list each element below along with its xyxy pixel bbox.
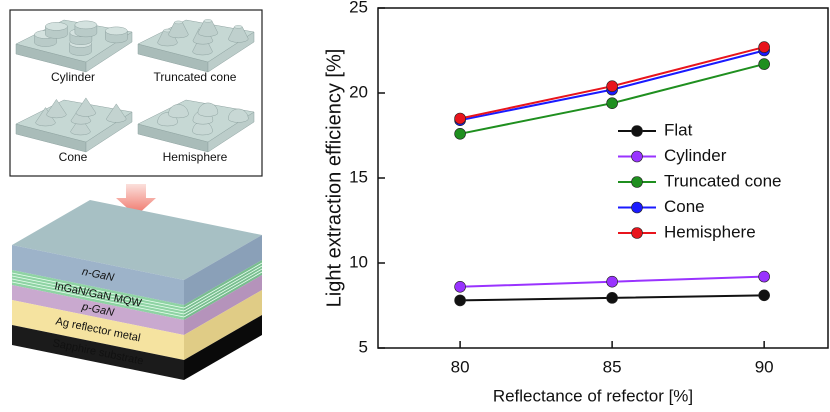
panel-label: Cone [59,150,88,164]
chart: 5 10 15 20 25 80 85 90 Reflectance of refector [… [323,0,828,405]
legend-marker [632,202,643,213]
legend-label: Truncated cone [664,171,782,190]
data-point [455,281,466,292]
cylinder-top [45,22,67,30]
x-tick-label: 85 [603,357,622,376]
data-point [759,271,770,282]
cylinder-top [105,27,127,35]
data-point [607,98,618,109]
data-point [759,59,770,70]
cylinder-top [75,21,97,29]
figure: Cylinder Truncated cone Cone Hemisphere n-G… [0,0,830,412]
panel-label: Truncated cone [154,70,237,84]
truncated-top [174,21,182,24]
data-point [759,42,770,53]
truncated-top [234,25,242,28]
y-tick-label: 25 [349,0,368,16]
x-axis-title: Reflectance of refector [%] [493,386,693,405]
data-point [607,276,618,287]
legend-marker [632,126,643,137]
x-tick-label: 90 [755,357,774,376]
y-axis-title: Light extraction efficiency [%] [323,49,345,308]
y-tick-label: 15 [349,167,368,186]
y-tick-label: 5 [359,337,368,356]
data-point [607,292,618,303]
legend-label: Cone [664,197,705,216]
data-point [759,290,770,301]
x-tick-label: 80 [451,357,470,376]
legend-marker [632,177,643,188]
truncated-top [204,19,212,22]
data-point [455,128,466,139]
legend-label: Hemisphere [664,222,756,241]
legend-label: Cylinder [664,146,727,165]
panel-label: Hemisphere [163,150,228,164]
legend-marker [632,228,643,239]
legend-label: Flat [664,120,693,139]
data-point [455,113,466,124]
y-tick-label: 10 [349,252,368,271]
data-point [455,295,466,306]
y-tick-label: 20 [349,82,368,101]
legend-marker [632,151,643,162]
data-point [607,81,618,92]
panel-label: Cylinder [51,70,95,84]
